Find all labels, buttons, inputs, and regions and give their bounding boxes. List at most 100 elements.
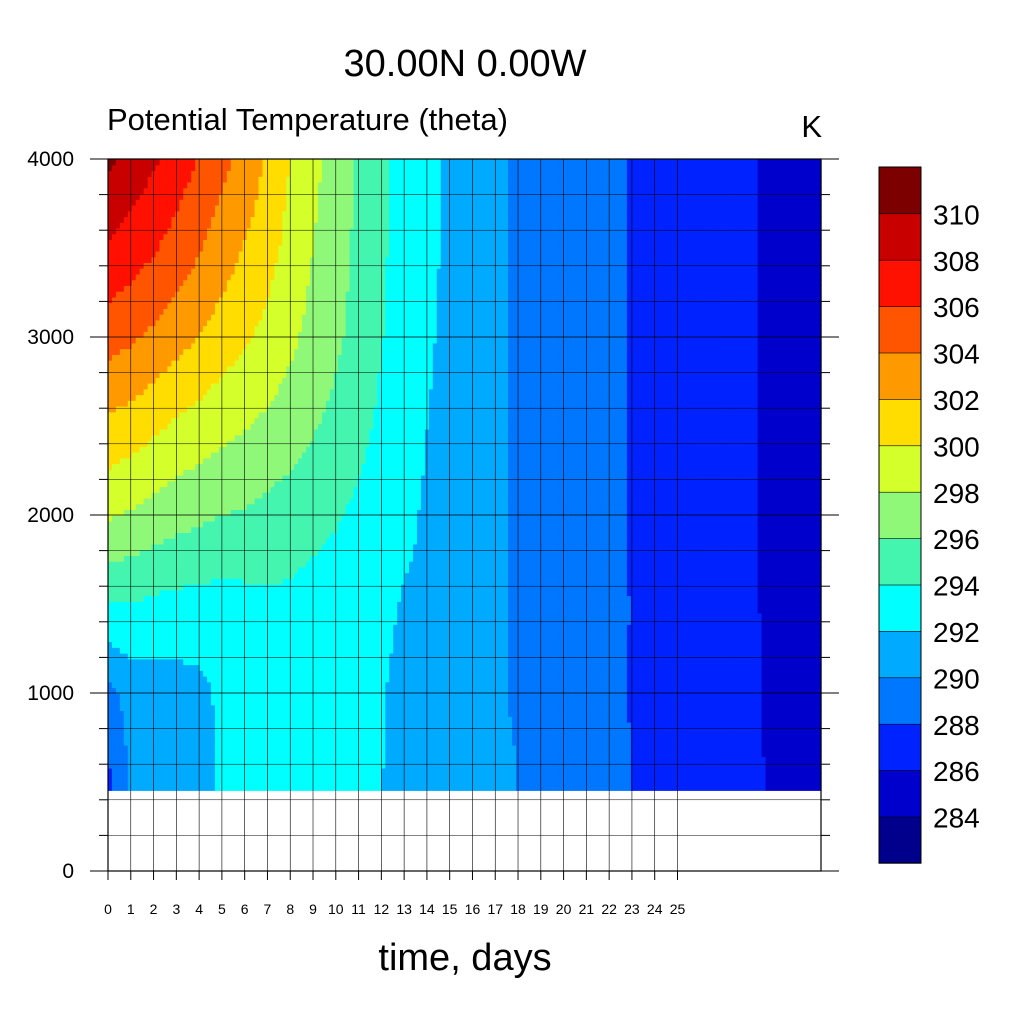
field-cell <box>127 676 133 683</box>
field-cell <box>123 446 129 453</box>
field-cell <box>115 170 121 177</box>
field-cell <box>246 256 252 263</box>
field-cell <box>238 670 244 677</box>
field-cell <box>179 428 184 436</box>
field-cell <box>111 693 117 700</box>
field-cell <box>163 371 169 378</box>
field-cell <box>143 555 149 562</box>
field-cell <box>195 176 200 183</box>
field-cell <box>203 446 208 453</box>
field-cell <box>127 497 133 505</box>
field-cell <box>175 561 180 568</box>
field-cell <box>286 773 291 781</box>
field-cell <box>203 268 208 275</box>
field-cell <box>159 342 165 350</box>
field-cell <box>282 785 287 792</box>
field-cell <box>131 716 137 723</box>
field-cell <box>226 434 232 442</box>
field-cell <box>270 451 275 459</box>
field-cell <box>270 233 275 241</box>
field-cell <box>250 584 256 591</box>
field-cell <box>222 756 228 763</box>
field-cell <box>262 681 268 689</box>
field-cell <box>163 279 169 286</box>
field-cell <box>108 607 113 614</box>
field-cell <box>210 721 216 729</box>
field-cell <box>195 704 200 712</box>
field-cell <box>127 428 133 436</box>
field-cell <box>270 762 275 769</box>
field-cell <box>171 348 176 355</box>
field-cell <box>218 670 224 677</box>
field-cell <box>175 423 180 430</box>
field-cell <box>258 750 264 758</box>
field-cell <box>111 239 117 246</box>
field-cell <box>183 727 188 735</box>
field-cell <box>218 572 224 579</box>
field-cell <box>183 245 188 252</box>
field-cell <box>127 474 133 482</box>
field-cell <box>115 555 121 562</box>
field-cell <box>167 411 172 419</box>
field-cell <box>191 308 196 315</box>
field-cell <box>183 532 188 539</box>
field-cell <box>167 331 172 338</box>
field-cell <box>179 497 184 505</box>
field-cell <box>282 538 287 545</box>
field-cell <box>139 164 145 172</box>
field-cell <box>218 762 224 769</box>
field-cell <box>115 532 121 539</box>
field-cell <box>278 268 283 275</box>
field-cell <box>143 159 149 166</box>
field-cell <box>135 561 141 568</box>
field-cell <box>210 210 216 218</box>
field-cell <box>108 348 113 355</box>
field-cell <box>135 785 141 792</box>
field-cell <box>179 756 184 763</box>
field-cell <box>127 704 133 712</box>
field-cell <box>262 428 268 436</box>
field-cell <box>147 193 153 200</box>
field-cell <box>203 400 208 407</box>
field-cell <box>111 469 117 476</box>
field-cell <box>210 785 216 792</box>
field-cell <box>127 779 133 786</box>
field-cell <box>230 612 236 620</box>
field-cell <box>195 360 200 367</box>
field-cell <box>274 635 279 643</box>
field-cell <box>266 199 271 206</box>
field-cell <box>187 360 192 367</box>
field-cell <box>282 302 287 309</box>
field-cell <box>191 767 196 775</box>
field-cell <box>163 193 169 200</box>
field-cell <box>274 520 279 528</box>
field-cell <box>159 302 165 309</box>
field-cell <box>214 727 220 735</box>
field-cell <box>234 256 240 263</box>
field-cell <box>191 607 196 614</box>
field-cell <box>234 199 240 206</box>
field-cell <box>183 704 188 712</box>
field-cell <box>222 210 228 218</box>
field-cell <box>179 578 184 585</box>
field-cell <box>183 354 188 361</box>
field-cell <box>119 296 125 304</box>
field-cell <box>226 670 232 677</box>
field-cell <box>139 383 145 390</box>
field-cell <box>210 227 216 235</box>
field-cell <box>127 216 133 223</box>
field-cell <box>258 773 264 781</box>
field-cell <box>131 532 137 539</box>
field-cell <box>187 773 192 781</box>
field-cell <box>210 302 216 309</box>
field-cell <box>246 394 252 401</box>
field-cell <box>139 721 145 729</box>
field-cell <box>203 520 208 528</box>
field-cell <box>199 302 204 309</box>
field-cell <box>254 406 260 413</box>
field-cell <box>139 773 145 781</box>
field-cell <box>207 170 212 177</box>
field-cell <box>159 497 165 505</box>
field-cell <box>147 383 153 390</box>
field-cell <box>131 268 137 275</box>
